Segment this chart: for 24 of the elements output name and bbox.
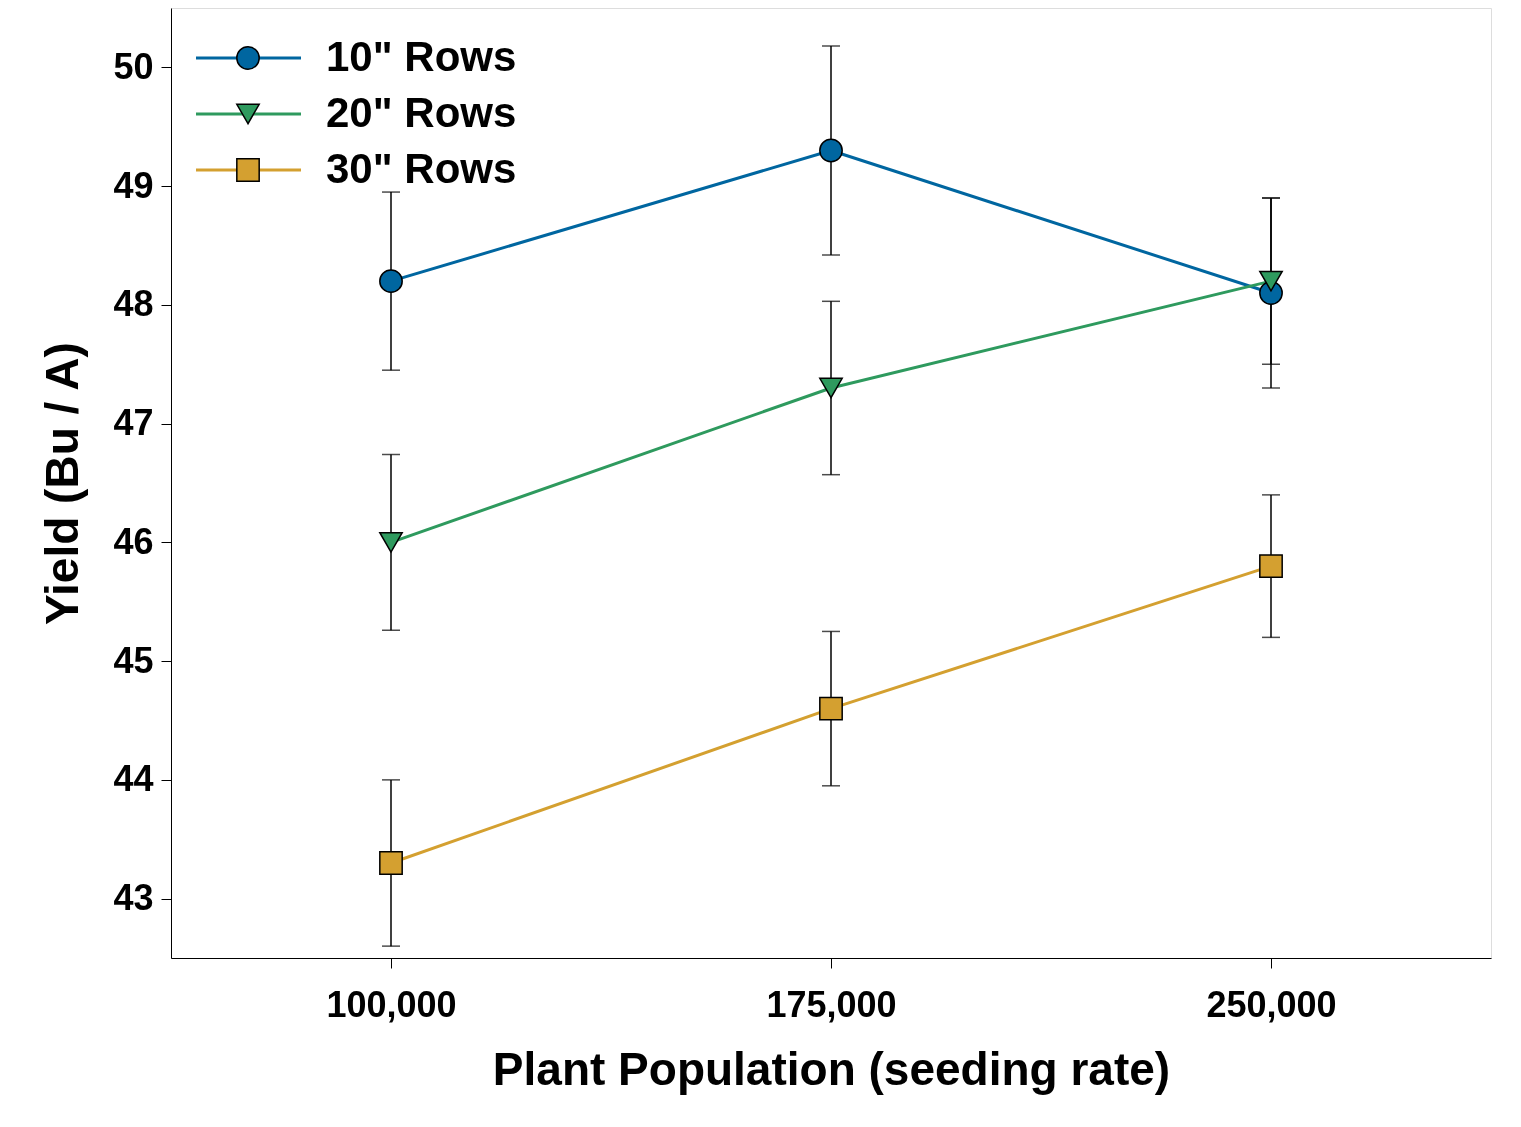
y-tick-label: 48 — [113, 283, 154, 325]
y-tick-label: 49 — [113, 164, 154, 206]
y-tick-label: 44 — [113, 758, 154, 800]
x-tick-label: 175,000 — [766, 983, 897, 1025]
point — [379, 531, 403, 553]
point — [1259, 554, 1283, 579]
point — [819, 138, 843, 163]
y-tick-label: 46 — [113, 520, 154, 562]
legend-label: 10" Rows — [326, 33, 517, 80]
y-axis-title: Yield (Bu / A) — [36, 342, 89, 625]
x-axis-title: Plant Population (seeding rate) — [492, 1042, 1171, 1095]
point — [819, 696, 843, 721]
point — [1259, 270, 1283, 292]
x-tick-label: 250,000 — [1206, 983, 1337, 1025]
point — [819, 377, 843, 399]
y-tick-label: 50 — [113, 45, 154, 87]
legend-label: 30" Rows — [326, 145, 517, 192]
y-tick-label: 47 — [113, 402, 154, 444]
y-tick-label: 45 — [113, 639, 154, 681]
legend-label: 20" Rows — [326, 89, 517, 136]
x-tick-label: 100,000 — [326, 983, 457, 1025]
point — [379, 851, 403, 875]
y-tick-label: 43 — [113, 877, 154, 919]
point — [379, 269, 403, 294]
